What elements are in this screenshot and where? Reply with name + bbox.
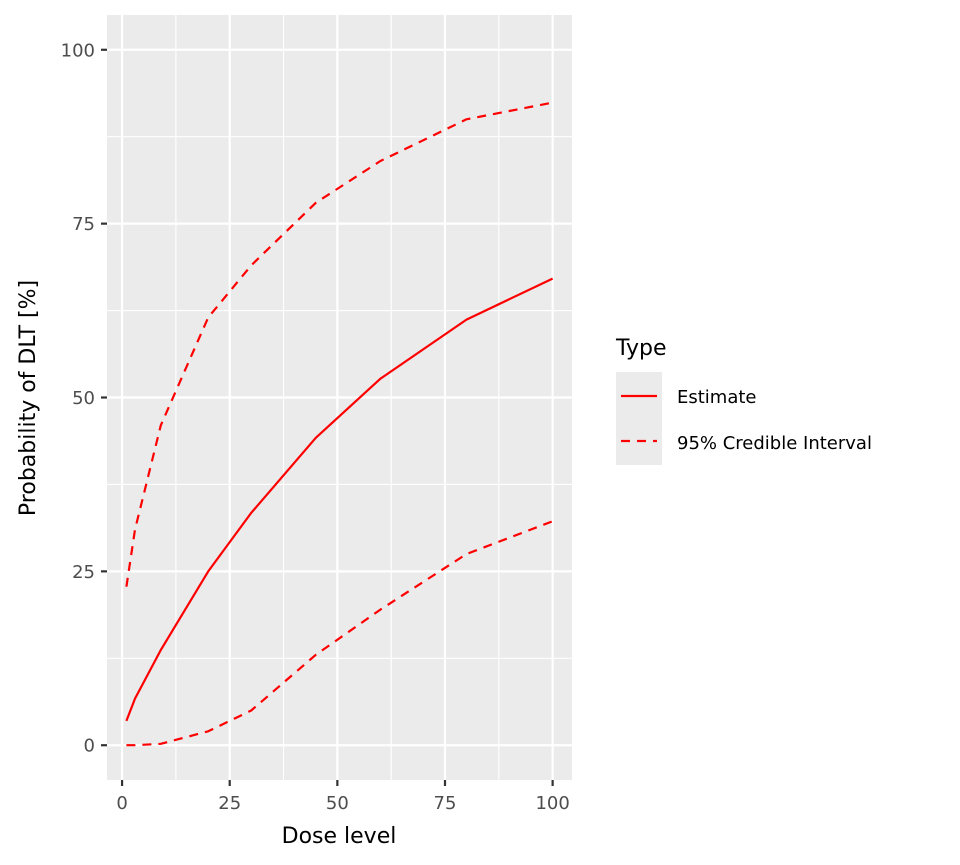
y-axis-title: Probability of DLT [%] xyxy=(16,280,41,516)
legend-key-background xyxy=(616,372,662,465)
major-gridlines xyxy=(107,15,572,780)
y-tick-label: 75 xyxy=(72,214,95,235)
estimate-line xyxy=(125,277,554,722)
y-tick-label: 100 xyxy=(61,40,95,61)
y-axis: 0 25 50 75 100 xyxy=(61,40,107,757)
ci-upper-line xyxy=(125,101,553,587)
legend-label-estimate: Estimate xyxy=(677,387,757,408)
x-tick-label: 0 xyxy=(116,793,127,814)
legend-label-credible-interval: 95% Credible Interval xyxy=(677,433,872,454)
x-tick-label: 75 xyxy=(434,793,457,814)
legend: Type Estimate 95% Credible Interval xyxy=(615,336,872,465)
x-tick-label: 50 xyxy=(326,793,349,814)
y-tick-label: 25 xyxy=(72,562,95,583)
y-tick-label: 50 xyxy=(72,388,95,409)
ci-lower-line xyxy=(126,520,553,747)
x-tick-label: 100 xyxy=(535,793,569,814)
y-tick-label: 0 xyxy=(84,736,95,757)
x-tick-label: 25 xyxy=(218,793,241,814)
legend-title: Type xyxy=(615,336,667,361)
x-axis: 0 25 50 75 100 xyxy=(116,780,570,814)
series-lines xyxy=(125,101,554,747)
x-axis-title: Dose level xyxy=(282,824,397,849)
